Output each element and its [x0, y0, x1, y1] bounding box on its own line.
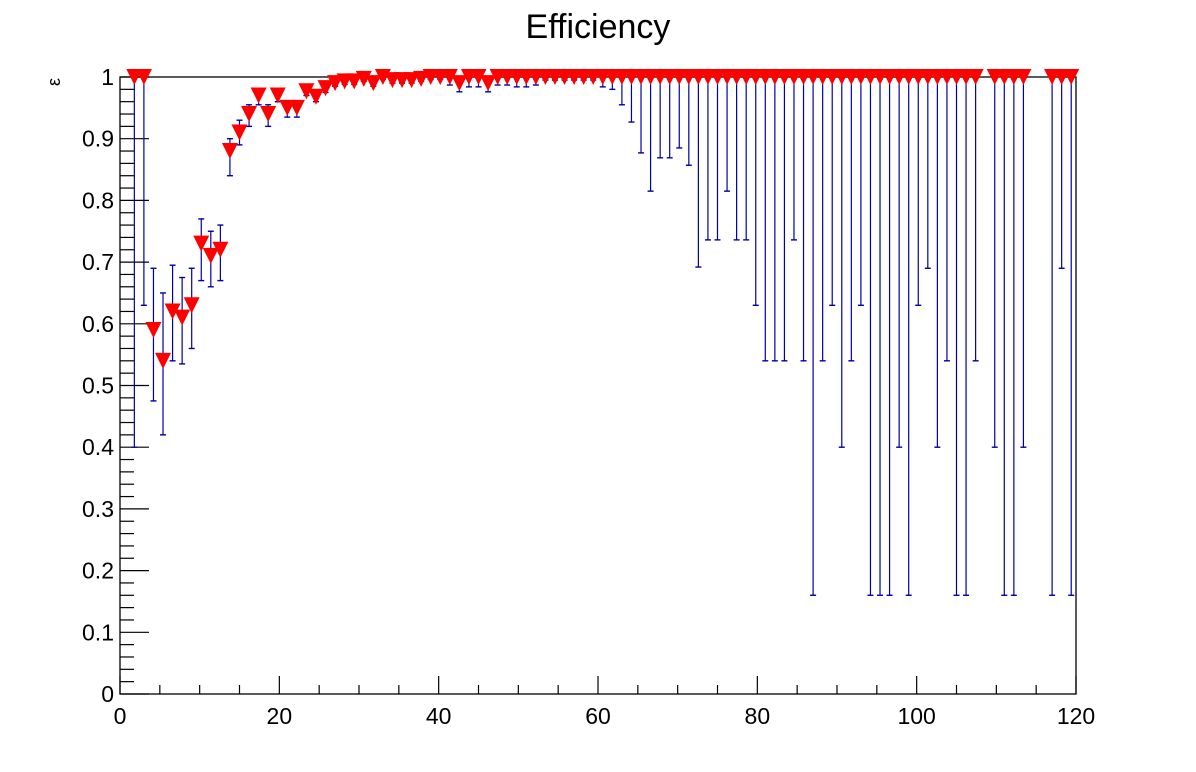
data-point-marker [413, 70, 430, 87]
x-tick-label: 120 [1057, 703, 1095, 729]
data-point-marker [441, 69, 458, 85]
data-point-marker [231, 124, 248, 141]
x-tick-label: 0 [114, 703, 127, 729]
y-tick-label: 0.9 [82, 126, 114, 152]
chart-title: Efficiency [526, 8, 671, 46]
data-point-marker [164, 303, 181, 320]
y-tick-label: 0.6 [82, 311, 114, 337]
data-point-marker [403, 72, 420, 89]
data-point-marker [241, 106, 258, 123]
data-point-marker [135, 69, 152, 85]
data-point-marker [250, 87, 267, 104]
data-point-marker [155, 352, 172, 369]
y-tick-label: 0.3 [82, 496, 114, 522]
x-tick-label: 60 [585, 703, 611, 729]
error-bars [131, 77, 1075, 596]
data-point-marker [183, 297, 200, 314]
data-point-marker [307, 88, 324, 105]
plot-frame [119, 76, 1077, 695]
data-point-marker [470, 69, 487, 85]
y-axis-label: ε [44, 78, 64, 86]
y-tick-label: 0.4 [82, 434, 114, 460]
data-point-marker [346, 73, 363, 90]
x-tick-label: 80 [745, 703, 771, 729]
markers [126, 69, 1080, 369]
x-tick-label: 100 [897, 703, 935, 729]
data-point-marker [212, 241, 229, 258]
y-tick-label: 0.1 [82, 619, 114, 645]
data-point-marker [145, 321, 162, 338]
data-point-marker [193, 235, 210, 252]
data-point-marker [221, 143, 238, 160]
y-tick-label: 0.8 [82, 187, 114, 213]
data-point-marker [317, 80, 334, 97]
data-point-marker [365, 75, 382, 92]
data-point-marker [480, 75, 497, 92]
data-point-marker [298, 83, 315, 100]
y-tick-label: 1 [101, 64, 114, 90]
data-point-marker [269, 87, 286, 104]
data-point-marker [1015, 69, 1032, 85]
data-point-marker [327, 75, 344, 92]
data-point-marker [1063, 69, 1080, 85]
data-point-marker [260, 106, 277, 123]
y-tick-label: 0.7 [82, 249, 114, 275]
x-tick-label: 40 [426, 703, 452, 729]
y-tick-label: 0.2 [82, 558, 114, 584]
y-tick-label: 0.5 [82, 373, 114, 399]
axes: 0 20 40 60 80 100 120 0 0.1 0.2 0.3 0.4 0.5 0.6 0.7 0.8… [82, 64, 1095, 729]
data-point-marker [202, 247, 219, 264]
data-point-marker [174, 309, 191, 326]
data-point-marker [288, 99, 305, 116]
data-point-marker [451, 75, 468, 92]
x-tick-label: 20 [267, 703, 293, 729]
data-point-marker [967, 69, 984, 85]
data-point-marker [355, 70, 372, 87]
y-tick-label: 0 [101, 681, 114, 707]
